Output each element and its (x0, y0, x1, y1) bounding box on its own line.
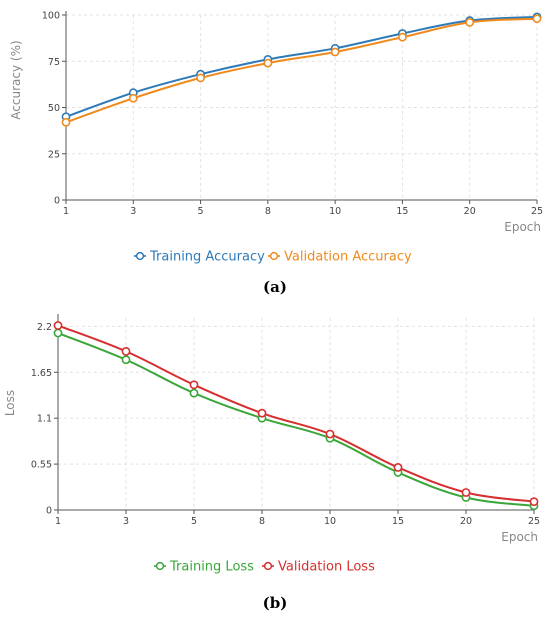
y-tick-label: 50 (48, 103, 60, 114)
caption-b: (b) (262, 594, 288, 612)
data-point (196, 73, 205, 83)
series-validation (53, 321, 539, 507)
legend: Training Accuracy Validation Accuracy (134, 250, 412, 265)
y-axis-title: Accuracy (%) (9, 40, 23, 119)
x-axis-title: Epoch (501, 530, 538, 544)
data-point (121, 346, 131, 356)
x-tick-label: 1 (55, 516, 61, 527)
data-point (465, 17, 475, 27)
y-tick-label: 2.2 (37, 322, 52, 333)
x-tick-label: 8 (259, 516, 265, 527)
x-tick-label: 25 (531, 206, 543, 217)
legend-marker-icon (155, 561, 165, 571)
series-line (57, 332, 535, 507)
data-point (128, 93, 138, 103)
data-point (189, 380, 199, 390)
x-axis-title: Epoch (504, 220, 541, 234)
caption-a: (a) (263, 278, 287, 296)
gridlines (58, 318, 535, 510)
legend-label: Training Accuracy (149, 250, 265, 265)
series-line (65, 15, 538, 118)
data-point (53, 328, 63, 338)
legend-item: Training Loss (154, 560, 254, 575)
y-tick-label: 1.65 (31, 368, 52, 379)
series-training (53, 328, 539, 511)
x-tick-label: 5 (191, 516, 197, 527)
data-point (257, 408, 267, 418)
data-point (121, 355, 131, 365)
y-tick-label: 75 (48, 57, 60, 68)
data-point (263, 58, 273, 68)
legend-marker-icon (135, 251, 145, 261)
loss-chart: 1 3 5 8 10 15 20 25 0 0.55 1.1 1.65 2.2 Epoch Loss Trai… (3, 314, 540, 575)
y-tick-label: 0.55 (31, 460, 52, 471)
x-tick-label: 20 (460, 516, 472, 527)
x-tick-label: 10 (324, 516, 336, 527)
legend-marker-icon (263, 561, 273, 571)
legend-label: Validation Accuracy (284, 250, 412, 265)
data-point (189, 388, 199, 398)
gridlines (66, 14, 538, 200)
x-tick-label: 15 (396, 206, 408, 217)
series-training (61, 12, 542, 122)
data-point (461, 488, 471, 497)
y-tick-label: 0 (54, 196, 60, 207)
legend-item: Validation Loss (262, 560, 375, 575)
y-tick-label: 100 (42, 11, 60, 22)
data-point (330, 47, 340, 57)
data-point (398, 32, 407, 42)
y-tick-label: 25 (48, 149, 60, 160)
x-tick-label: 25 (528, 516, 540, 527)
legend-label: Validation Loss (278, 560, 375, 575)
x-tick-label: 5 (198, 206, 204, 217)
accuracy-chart: 1 3 5 8 10 15 20 25 0 25 50 75 100 Epoch Accuracy (%) T… (9, 11, 543, 265)
legend-item: Validation Accuracy (268, 250, 412, 265)
legend-marker-icon (269, 251, 279, 261)
x-tick-label: 10 (329, 206, 341, 217)
data-point (61, 117, 71, 127)
data-point (325, 429, 335, 439)
y-tick-label: 1.1 (37, 414, 52, 425)
x-tick-label: 3 (130, 206, 136, 217)
data-point (532, 14, 542, 24)
legend-label: Training Loss (169, 560, 254, 575)
x-tick-label: 20 (464, 206, 476, 217)
series-validation (61, 14, 542, 127)
y-tick-label: 0 (46, 506, 52, 517)
legend: Training Loss Validation Loss (154, 560, 375, 575)
series-line (57, 324, 535, 503)
x-tick-label: 1 (63, 206, 69, 217)
legend-item: Training Accuracy (134, 250, 265, 265)
y-axis-title: Loss (3, 390, 17, 416)
x-tick-label: 15 (392, 516, 404, 527)
series-line (65, 17, 538, 124)
x-tick-label: 3 (123, 516, 129, 527)
data-point (393, 463, 403, 472)
data-point (53, 321, 63, 330)
x-tick-label: 8 (265, 206, 271, 217)
data-point (529, 497, 539, 507)
